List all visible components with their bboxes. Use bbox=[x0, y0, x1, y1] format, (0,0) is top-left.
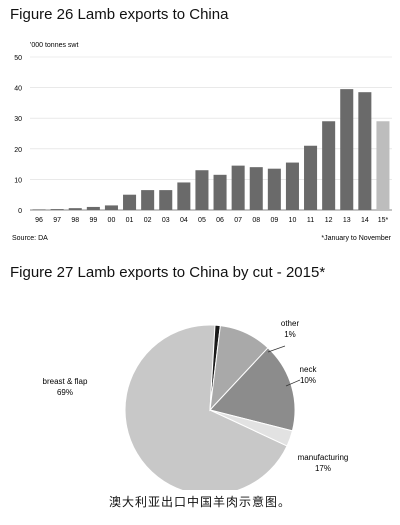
x-tick-label: 12 bbox=[325, 217, 333, 224]
bar-chart-title: Figure 26 Lamb exports to China bbox=[10, 6, 229, 23]
bar bbox=[358, 92, 372, 210]
x-tick-label: 96 bbox=[35, 217, 43, 224]
leader-line bbox=[285, 379, 301, 387]
bar-y-ticks: 0 10 20 30 40 50 bbox=[14, 55, 22, 215]
pie-slice bbox=[209, 409, 294, 447]
bar-series bbox=[32, 89, 390, 210]
x-tick-label: 08 bbox=[252, 217, 260, 224]
bar bbox=[104, 205, 118, 210]
bar-gridlines bbox=[30, 56, 392, 211]
x-tick-label: 11 bbox=[307, 217, 314, 224]
pie-slice-value: 1% bbox=[284, 330, 296, 339]
x-tick-label: 13 bbox=[343, 217, 351, 224]
figure-caption: 澳大利亚出口中国羊肉示意图。 bbox=[108, 495, 291, 509]
bar bbox=[86, 206, 100, 210]
x-tick-label: 99 bbox=[89, 217, 97, 224]
pie-slice-value: 69% bbox=[57, 388, 73, 397]
x-tick-label: 01 bbox=[126, 217, 134, 224]
footnote: *January to November bbox=[321, 235, 391, 242]
pie-slice-label: breast & flap bbox=[43, 377, 88, 386]
pie-slice-value: 17% bbox=[315, 464, 331, 473]
leader-line bbox=[267, 345, 286, 353]
x-tick-label: 02 bbox=[144, 217, 152, 224]
pie-slice-label: manufacturing bbox=[298, 453, 349, 462]
bar bbox=[340, 89, 354, 210]
x-tick-label: 09 bbox=[270, 217, 278, 224]
bar bbox=[231, 165, 245, 210]
pie-labels: breast & flap 69% other 1% neck 10% manufactur… bbox=[43, 319, 349, 473]
bar bbox=[177, 182, 191, 210]
y-axis-label: '000 tonnes swt bbox=[30, 42, 78, 49]
x-tick-label: 06 bbox=[216, 217, 224, 224]
source-note: Source: DA bbox=[12, 235, 48, 242]
y-tick-label: 40 bbox=[14, 86, 22, 93]
bar bbox=[249, 167, 263, 210]
pie-chart-title: Figure 27 Lamb exports to China by cut -… bbox=[10, 264, 326, 281]
x-tick-label: 10 bbox=[289, 217, 297, 224]
x-tick-label: 04 bbox=[180, 217, 188, 224]
x-tick-label: 03 bbox=[162, 217, 170, 224]
x-tick-label: 07 bbox=[234, 217, 242, 224]
pie-slice bbox=[124, 324, 288, 490]
x-tick-label: 97 bbox=[53, 217, 61, 224]
bar-x-ticks: 96 97 98 99 00 01 02 03 04 05 06 07 08 09 10 11 12 13 14 15… bbox=[35, 217, 388, 224]
pie-slice-label: neck bbox=[300, 365, 318, 374]
bar bbox=[213, 174, 227, 210]
bar bbox=[285, 162, 299, 210]
bar bbox=[304, 145, 318, 210]
bar bbox=[376, 121, 390, 210]
y-tick-label: 0 bbox=[18, 208, 22, 215]
y-tick-label: 10 bbox=[14, 177, 22, 184]
pie-slice-label: other bbox=[281, 319, 300, 328]
bar bbox=[32, 209, 46, 210]
pie-slices bbox=[124, 324, 296, 490]
x-tick-label: 98 bbox=[71, 217, 79, 224]
x-tick-label: 15* bbox=[378, 217, 389, 224]
x-tick-label: 05 bbox=[198, 217, 206, 224]
y-tick-label: 50 bbox=[14, 55, 22, 62]
pie-slice bbox=[209, 347, 296, 432]
bar bbox=[267, 168, 281, 210]
bar bbox=[141, 190, 155, 210]
bar bbox=[195, 170, 209, 210]
pie-slice-value: 10% bbox=[300, 376, 316, 385]
bar bbox=[159, 190, 173, 210]
y-tick-label: 20 bbox=[14, 147, 22, 154]
bar bbox=[322, 121, 336, 210]
chart-canvas: '000 tonnes swt 0 10 20 30 40 50 96 97 98 99 00 01… bbox=[12, 42, 392, 490]
bar bbox=[123, 194, 137, 210]
x-tick-label: 14 bbox=[361, 217, 369, 224]
x-tick-label: 00 bbox=[108, 217, 116, 224]
bar bbox=[68, 208, 82, 210]
bar bbox=[50, 209, 64, 210]
y-tick-label: 30 bbox=[14, 116, 22, 123]
